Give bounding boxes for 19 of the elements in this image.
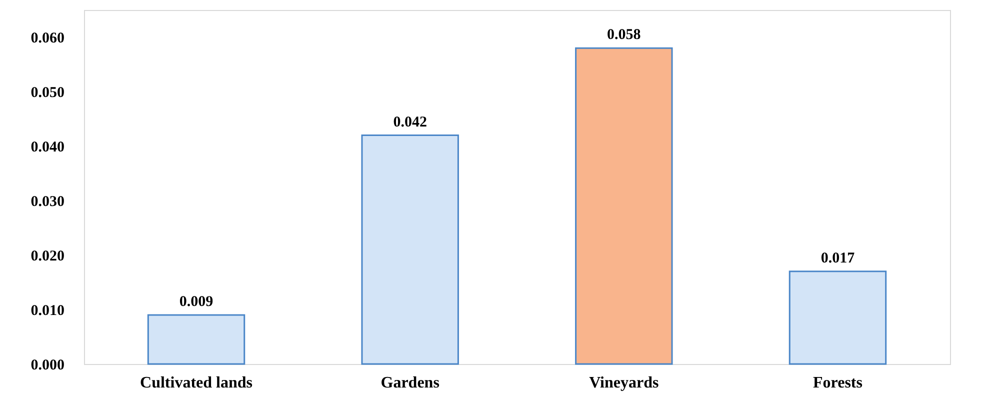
x-tick-label: Vineyards bbox=[589, 374, 659, 392]
data-label: 0.017 bbox=[820, 250, 856, 266]
y-tick-label: 0.040 bbox=[30, 140, 64, 156]
y-tick-label: 0.030 bbox=[30, 194, 64, 210]
y-tick-label: 0.060 bbox=[30, 30, 64, 47]
x-tick-label: Cultivated lands bbox=[140, 374, 252, 392]
x-tick-label: Gardens bbox=[380, 374, 440, 392]
bar bbox=[575, 47, 673, 365]
data-label: 0.042 bbox=[393, 114, 427, 130]
y-tick-label: 0.010 bbox=[30, 303, 64, 320]
data-label: 0.009 bbox=[179, 294, 214, 310]
y-tick-label: 0.020 bbox=[30, 248, 64, 265]
data-label: 0.058 bbox=[607, 27, 641, 44]
bar bbox=[788, 270, 887, 365]
y-tick-label: 0.050 bbox=[30, 85, 64, 102]
y-tick-label: 0.000 bbox=[30, 358, 64, 374]
bar bbox=[361, 134, 459, 365]
x-tick-label: Forests bbox=[813, 374, 862, 392]
bar bbox=[147, 314, 246, 365]
